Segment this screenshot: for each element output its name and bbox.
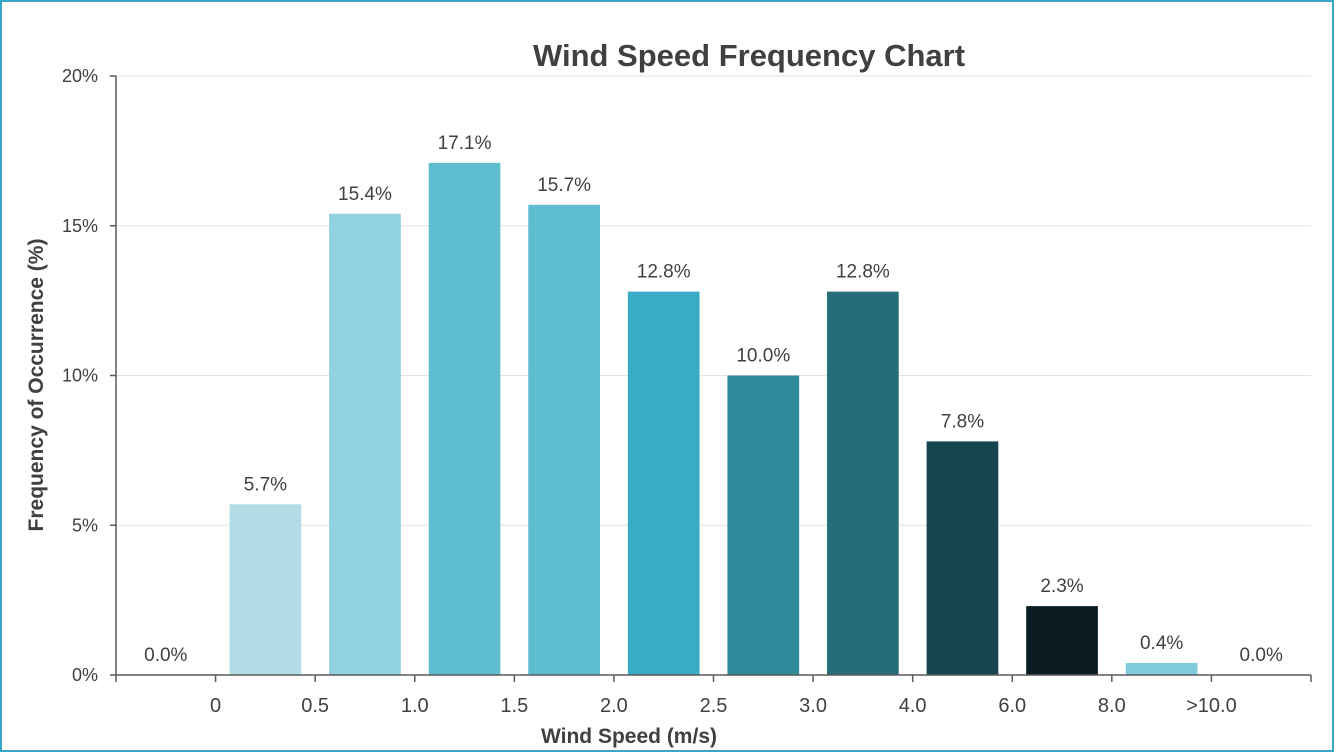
data-label: 0.0% xyxy=(1240,645,1283,666)
data-labels: 0.0% 5.7% 15.4% 17.1% 15.7% 12.8% 10.0% 12.8% 7.… xyxy=(144,133,1283,666)
axes xyxy=(110,75,1312,682)
y-axis-title: Frequency of Occurrence (%) xyxy=(25,239,48,532)
data-label: 0.4% xyxy=(1140,633,1183,654)
bars xyxy=(229,162,1198,676)
data-label: 5.7% xyxy=(244,474,287,495)
gridlines xyxy=(116,75,1311,526)
x-tick-label: 1.5 xyxy=(500,695,528,717)
bar xyxy=(329,213,401,675)
bar xyxy=(827,291,899,675)
y-tick-label: 5% xyxy=(72,515,98,535)
data-label: 0.0% xyxy=(144,645,187,666)
x-tick-label: 2.0 xyxy=(600,695,628,717)
y-tick-label: 15% xyxy=(62,216,98,236)
data-label: 12.8% xyxy=(637,262,691,283)
bar xyxy=(1026,606,1098,675)
x-tick-label: 4.0 xyxy=(899,695,927,717)
bar xyxy=(1125,663,1198,675)
x-tick-label: 8.0 xyxy=(1098,695,1126,717)
data-label: 10.0% xyxy=(736,346,790,367)
bar xyxy=(528,204,600,675)
bar xyxy=(926,441,999,675)
data-label: 17.1% xyxy=(438,133,492,154)
y-axis-ticks: 0% 5% 10% 15% 20% xyxy=(62,66,98,685)
y-tick-label: 10% xyxy=(62,366,98,386)
x-tick-label: 0.5 xyxy=(301,695,329,717)
bar xyxy=(727,375,800,675)
x-tick-label: 6.0 xyxy=(998,695,1026,717)
x-tick-label: 0 xyxy=(210,695,221,717)
bar xyxy=(627,291,700,675)
y-tick-label: 20% xyxy=(62,66,98,86)
x-tick-label: 2.5 xyxy=(700,695,728,717)
data-label: 12.8% xyxy=(836,262,890,283)
data-label: 15.7% xyxy=(537,175,591,196)
data-label: 7.8% xyxy=(941,411,984,432)
data-label: 15.4% xyxy=(338,184,392,205)
y-tick-label: 0% xyxy=(72,665,98,685)
bar xyxy=(229,504,302,675)
x-axis-title: Wind Speed (m/s) xyxy=(541,725,717,748)
data-label: 2.3% xyxy=(1040,576,1083,597)
chart-title: Wind Speed Frequency Chart xyxy=(533,38,965,73)
x-tick-label: 1.0 xyxy=(401,695,429,717)
x-axis-ticks: 0 0.5 1.0 1.5 2.0 2.5 3.0 4.0 6.0 8.0 >10.0 xyxy=(210,695,1237,717)
x-tick-label: 3.0 xyxy=(799,695,827,717)
bar xyxy=(428,162,501,676)
x-tick-label: >10.0 xyxy=(1186,695,1237,717)
